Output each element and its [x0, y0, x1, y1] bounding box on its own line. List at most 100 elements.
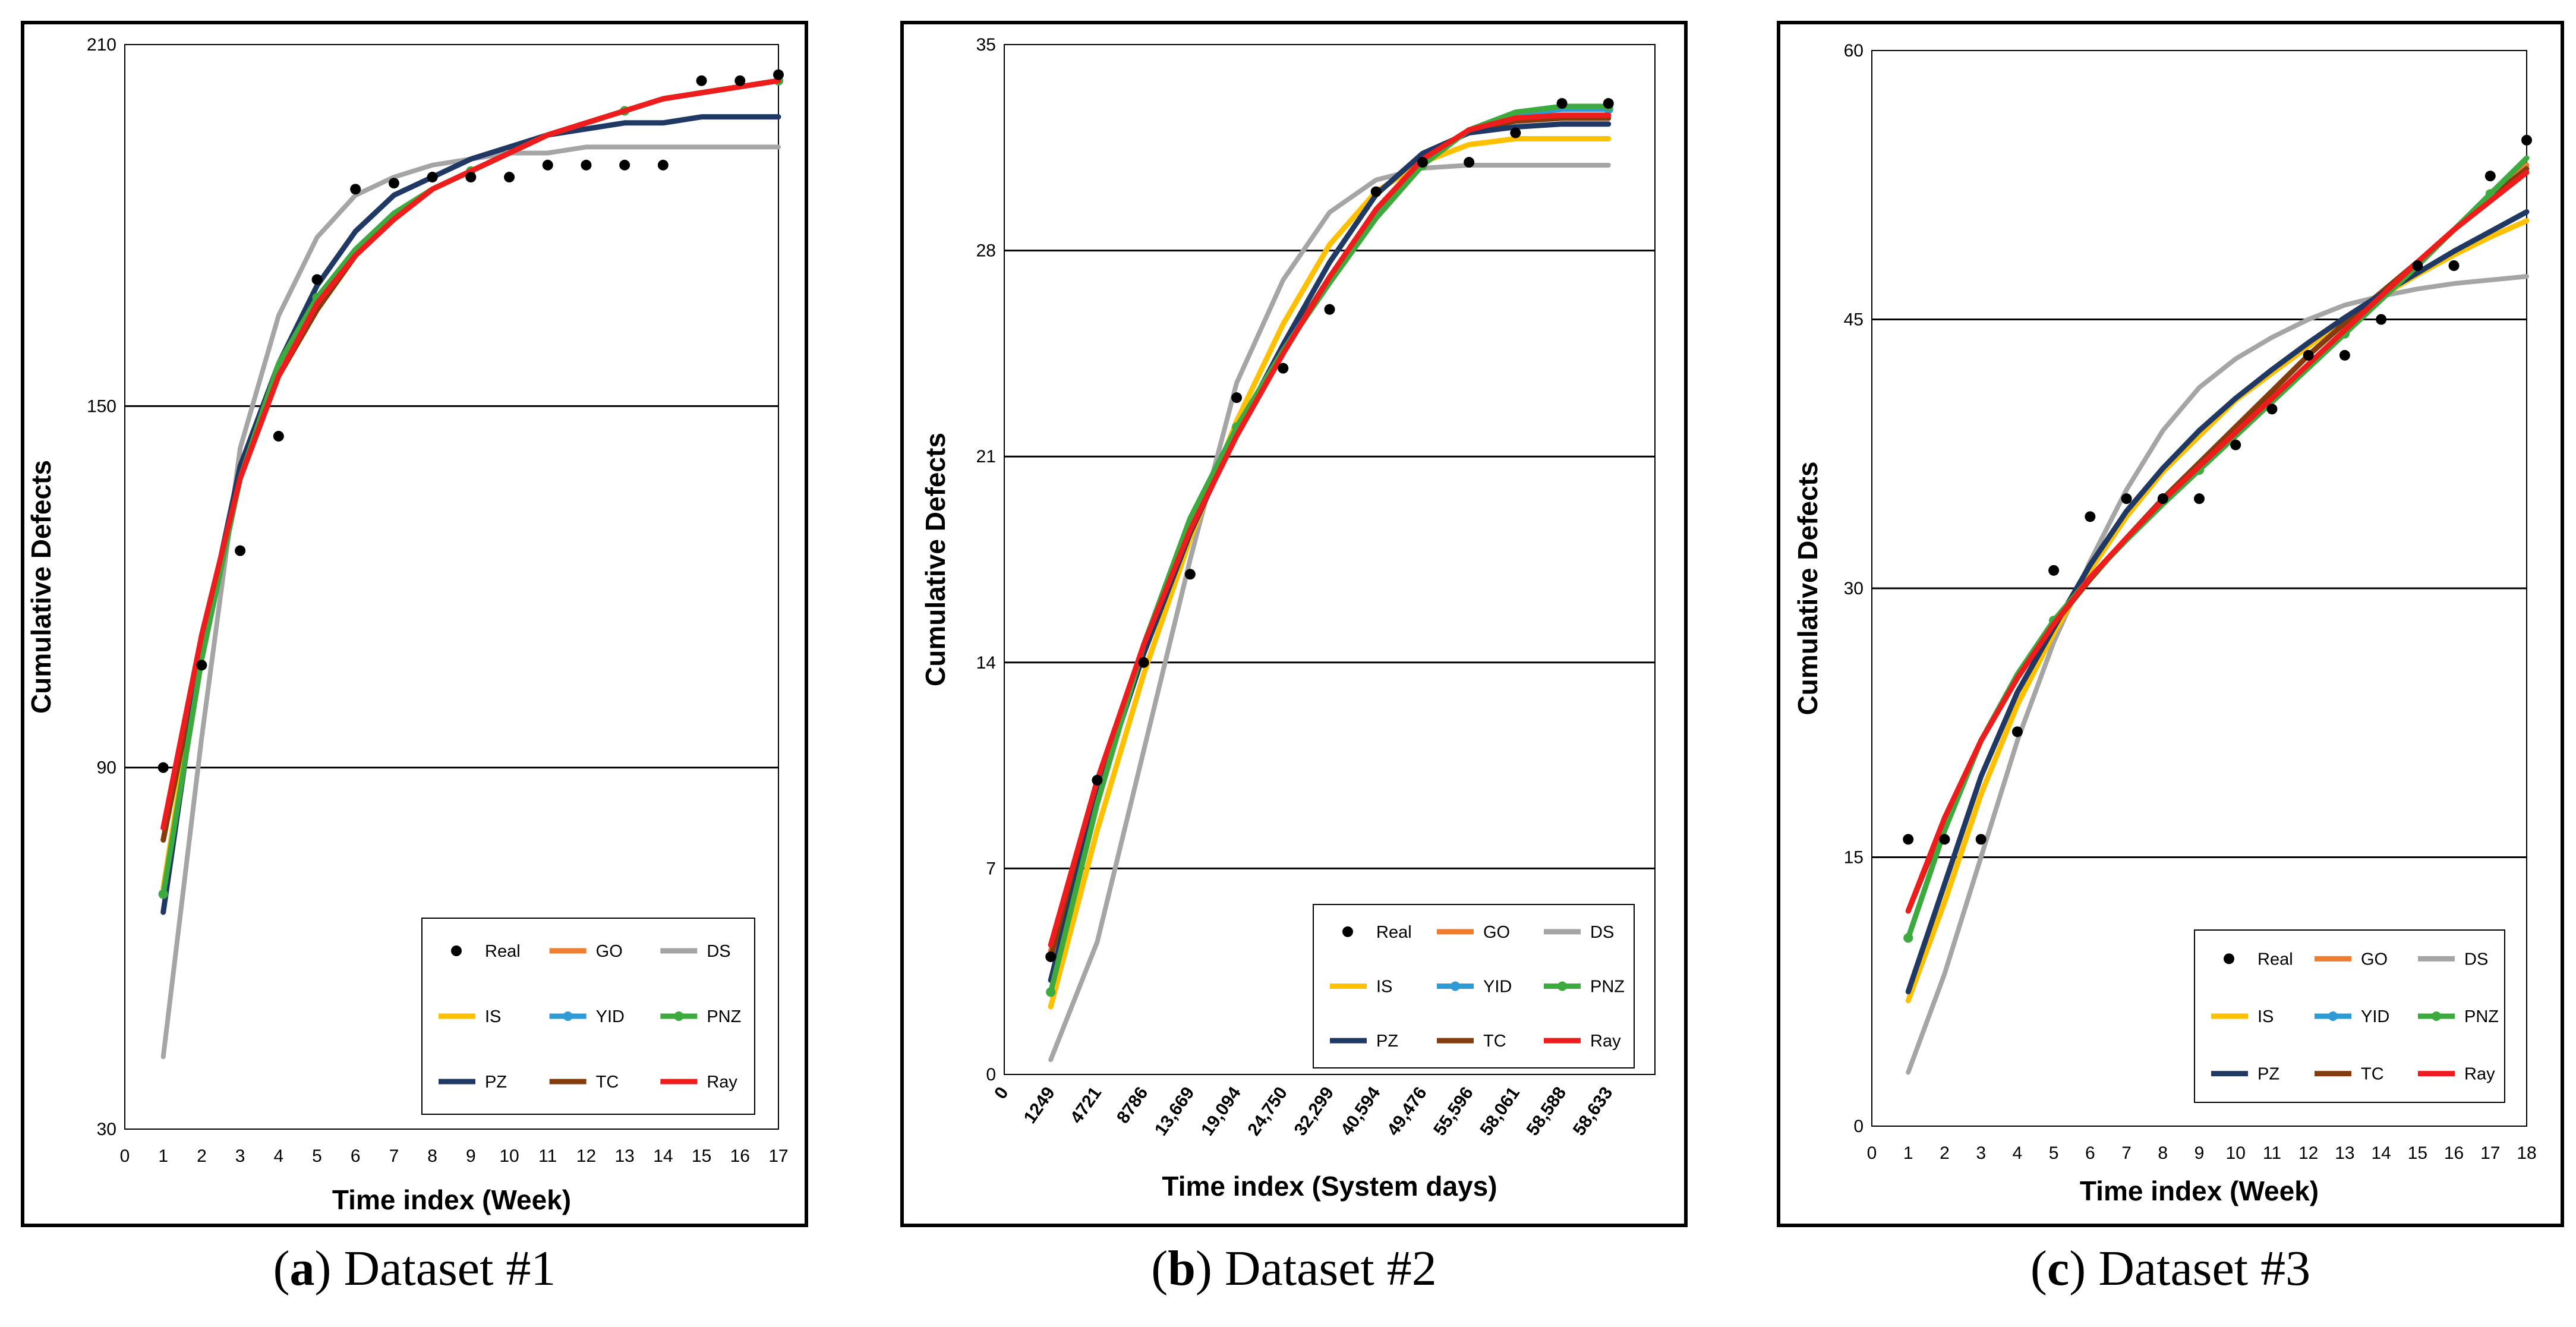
legend-swatch-marker: [1451, 981, 1460, 991]
legend-label-pnz: PNZ: [2464, 1007, 2499, 1026]
real-data-point: [1370, 186, 1382, 197]
y-tick-label: 30: [97, 1120, 116, 1139]
real-data-point: [1417, 157, 1428, 168]
real-data-point: [1975, 834, 1987, 845]
legend-label-ds: DS: [2464, 950, 2488, 969]
x-tick-label: 1: [1903, 1143, 1913, 1163]
legend-label-tc: TC: [2361, 1065, 2384, 1084]
caption-b-letter: b: [1168, 1241, 1196, 1296]
y-axis-label: Cumulative Defects: [26, 460, 56, 714]
caption-a: (a) Dataset #1: [273, 1241, 556, 1296]
legend-label-go: GO: [596, 942, 623, 961]
real-data-point: [465, 172, 477, 183]
real-data-point: [2121, 493, 2132, 505]
series-line-is: [1905, 218, 2530, 1004]
x-tick-label: 16: [2444, 1143, 2464, 1163]
legend-label-ds: DS: [707, 942, 730, 961]
real-data-point: [1939, 834, 1950, 845]
legend-swatch-marker: [1557, 981, 1567, 991]
legend-label-go: GO: [2361, 950, 2388, 969]
real-data-point: [2376, 314, 2387, 325]
real-data-point: [311, 274, 323, 285]
real-data-point: [504, 172, 515, 183]
y-axis-label: Cumulative Defects: [1792, 462, 1823, 715]
x-axis-label: Time index (Week): [2080, 1175, 2319, 1206]
x-tick-label: 7: [389, 1146, 399, 1166]
y-tick-label: 0: [986, 1065, 996, 1085]
x-tick-label: 9: [2195, 1143, 2205, 1163]
legend-label-is: IS: [485, 1007, 501, 1026]
x-tick-label: 5: [2049, 1143, 2059, 1163]
x-axis-label: Time index (Week): [332, 1184, 571, 1215]
y-tick-label: 15: [1844, 848, 1864, 868]
real-data-point: [1231, 392, 1243, 404]
caption-b: (b) Dataset #2: [1151, 1241, 1437, 1296]
x-tick-label: 17: [2480, 1143, 2500, 1163]
legend-swatch-marker: [2432, 1011, 2441, 1021]
series-line-ds: [1906, 274, 2529, 1075]
x-tick-label: 8: [427, 1146, 437, 1166]
real-data-point: [2412, 260, 2423, 271]
x-tick-label: 18: [2517, 1143, 2536, 1163]
real-data-point: [734, 75, 746, 86]
real-data-point: [235, 545, 246, 556]
plot-area: [1004, 44, 1656, 1075]
real-data-point: [581, 159, 592, 171]
y-tick-label: 60: [1844, 41, 1864, 61]
legend-label-ray: Ray: [1590, 1032, 1621, 1051]
x-tick-label: 11: [2263, 1143, 2281, 1163]
legend-label-real: Real: [2257, 950, 2293, 969]
x-tick-label: 10: [499, 1146, 519, 1166]
caption-a-letter: a: [289, 1241, 315, 1296]
real-data-point: [619, 159, 630, 171]
real-data-point: [1556, 98, 1568, 109]
real-data-point: [1903, 834, 1914, 845]
legend-swatch-marker: [2328, 1011, 2338, 1021]
x-tick-label: 8: [2158, 1143, 2168, 1163]
x-tick-label: 1: [158, 1146, 168, 1166]
y-axis-label: Cumulative Defects: [920, 433, 951, 686]
series-line-ray: [160, 78, 781, 831]
x-tick-label: 11: [538, 1146, 557, 1166]
x-tick-label: 6: [351, 1146, 361, 1166]
x-tick-label: 10: [2226, 1143, 2246, 1163]
x-tick-label: 12: [576, 1146, 596, 1166]
real-data-point: [273, 431, 284, 442]
legend-swatch-marker: [563, 1011, 573, 1021]
y-tick-label: 28: [976, 241, 996, 261]
y-tick-label: 14: [976, 653, 996, 673]
legend-label-real: Real: [485, 942, 521, 961]
legend-label-ds: DS: [1590, 923, 1614, 942]
real-data-point: [657, 159, 669, 171]
real-data-point: [1138, 657, 1149, 668]
x-tick-label: 2: [1940, 1143, 1950, 1163]
real-data-point: [1092, 774, 1103, 786]
legend-label-is: IS: [1376, 978, 1392, 997]
x-tick-label: 15: [692, 1146, 711, 1166]
series-line-ray: [1048, 112, 1612, 948]
y-tick-label: 150: [87, 396, 116, 416]
caption-a-text: Dataset #1: [343, 1241, 556, 1296]
real-data-point: [427, 172, 438, 183]
plot-area: [124, 44, 779, 1130]
series-line-pnz: [1905, 155, 2530, 941]
x-tick-label: 2: [197, 1146, 207, 1166]
legend-label-is: IS: [2257, 1007, 2274, 1026]
y-tick-label: 7: [986, 859, 996, 878]
real-data-point: [1464, 157, 1475, 168]
real-data-point: [2194, 493, 2205, 505]
legend-label-pz: PZ: [2257, 1065, 2279, 1084]
real-data-point: [2048, 565, 2060, 576]
real-data-point: [157, 762, 169, 773]
series-marker-pnz: [158, 889, 168, 899]
legend-swatch-marker: [674, 1011, 684, 1021]
x-tick-label: 7: [2121, 1143, 2132, 1163]
x-tick-label: 14: [653, 1146, 673, 1166]
real-data-point: [1510, 127, 1521, 138]
x-tick-label: 0: [1867, 1143, 1877, 1163]
y-tick-label: 21: [976, 447, 996, 467]
y-tick-label: 30: [1844, 579, 1864, 598]
y-tick-label: 210: [87, 35, 116, 55]
x-axis-label: Time index (System days): [1162, 1171, 1497, 1202]
